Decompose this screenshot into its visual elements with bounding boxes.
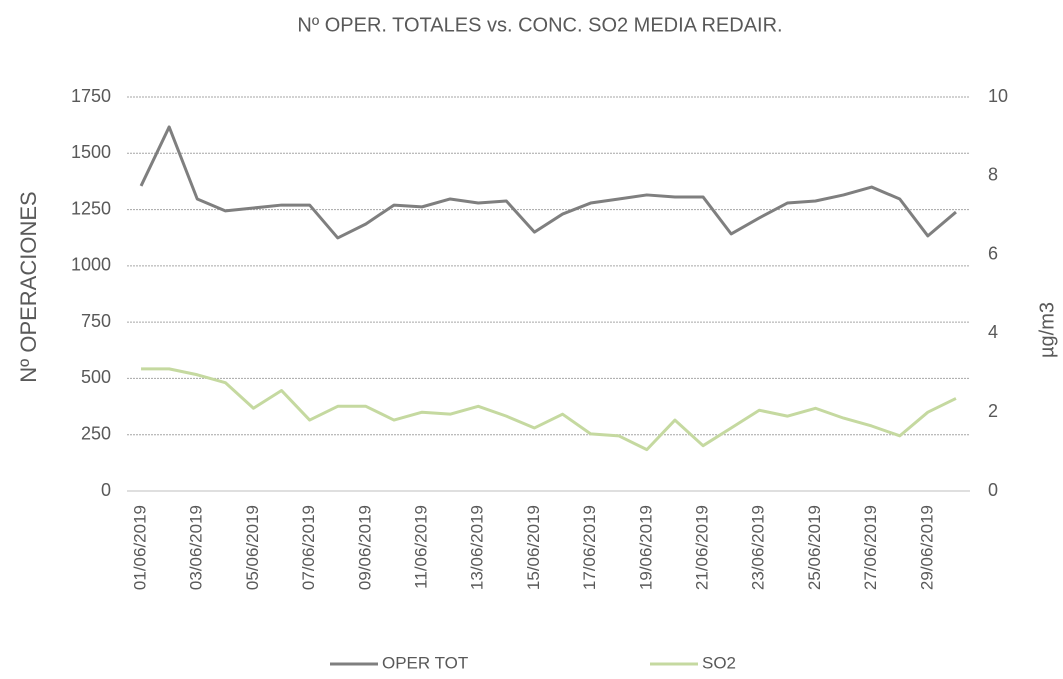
- x-tick-label: 15/06/2019: [524, 505, 543, 590]
- x-tick-label: 19/06/2019: [636, 505, 655, 590]
- x-tick-label: 21/06/2019: [693, 505, 712, 590]
- x-tick-label: 03/06/2019: [187, 505, 206, 590]
- y-tick-label: 250: [81, 423, 111, 443]
- y2-axis-label: µg/m3: [1036, 302, 1058, 358]
- chart-title: Nº OPER. TOTALES vs. CONC. SO2 MEDIA RED…: [297, 14, 782, 36]
- y-tick-label: 750: [81, 311, 111, 331]
- y-tick-label: 1500: [71, 142, 111, 162]
- y-tick-label: 0: [101, 480, 111, 500]
- y-tick-label: 1250: [71, 198, 111, 218]
- y-tick-label: 500: [81, 367, 111, 387]
- y2-tick-label: 6: [988, 243, 998, 263]
- x-tick-label: 23/06/2019: [749, 505, 768, 590]
- legend-label: SO2: [702, 653, 736, 672]
- y-tick-label: 1750: [71, 86, 111, 106]
- series-line: [141, 367, 957, 452]
- x-tick-label: 17/06/2019: [580, 505, 599, 590]
- x-tick-label: 09/06/2019: [355, 505, 374, 590]
- y2-tick-label: 10: [988, 86, 1008, 106]
- x-tick-label: 13/06/2019: [468, 505, 487, 590]
- x-tick-label: 05/06/2019: [243, 505, 262, 590]
- y-tick-label: 1000: [71, 255, 111, 275]
- x-tick-label: 07/06/2019: [299, 505, 318, 590]
- x-tick-label: 01/06/2019: [131, 505, 150, 590]
- y2-tick-label: 0: [988, 480, 998, 500]
- series-line: [139, 125, 957, 240]
- x-tick-label: 25/06/2019: [805, 505, 824, 590]
- x-tick-label: 11/06/2019: [412, 505, 431, 589]
- y-axis-label: Nº OPERACIONES: [16, 191, 41, 382]
- x-tick-label: 27/06/2019: [861, 505, 880, 590]
- y2-tick-label: 8: [988, 165, 998, 185]
- y2-tick-label: 4: [988, 322, 998, 342]
- legend-label: OPER TOT: [382, 653, 468, 672]
- x-tick-label: 29/06/2019: [917, 505, 936, 590]
- y2-tick-label: 2: [988, 401, 998, 421]
